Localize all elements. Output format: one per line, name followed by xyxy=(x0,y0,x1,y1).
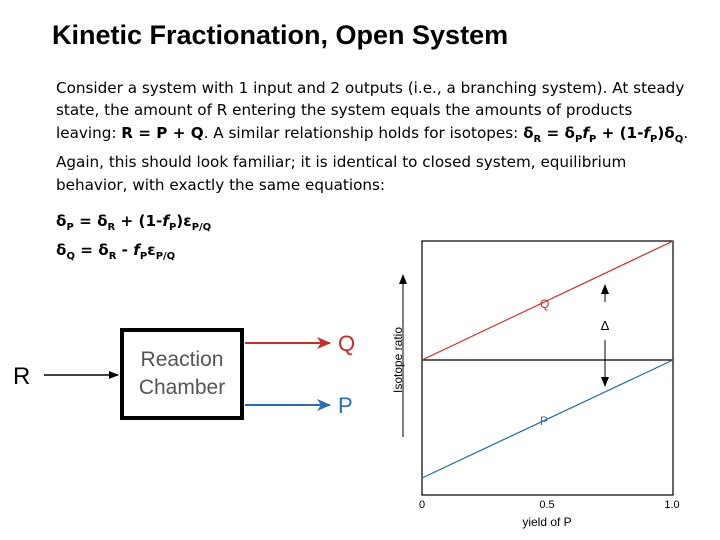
y-axis-label: Isotope ratio xyxy=(391,327,405,393)
intro-paragraph: Consider a system with 1 input and 2 out… xyxy=(56,77,696,196)
equation-delta-p: δP = δR + (1-fP)εP/Q xyxy=(56,212,212,234)
paragraph-text-2: . A similar relationship holds for isoto… xyxy=(203,123,524,142)
mass-balance-equation: R = P + Q xyxy=(121,123,204,142)
input-label-r: R xyxy=(13,363,30,390)
line-p-label: P xyxy=(540,414,548,428)
equation-delta-q: δQ = δR - fPεP/Q xyxy=(56,241,176,263)
line-q xyxy=(421,240,674,361)
reaction-chamber-diagram: R Reaction Chamber Q P xyxy=(13,328,355,420)
isotope-balance-equation: δR = δPfP + (1-fP)δQ xyxy=(523,123,684,145)
graph-frame xyxy=(421,240,674,496)
chamber-label-line1: Reaction xyxy=(141,348,224,371)
page-title: Kinetic Fractionation, Open System xyxy=(52,20,509,50)
output-label-p: P xyxy=(338,393,353,418)
reaction-chamber-box xyxy=(120,328,244,420)
delta-label: Δ xyxy=(601,318,610,333)
x-axis-label: yield of P xyxy=(522,515,571,529)
chamber-label-line2: Chamber xyxy=(139,376,225,399)
paragraph-text-3: . Again, this should look familiar; it i… xyxy=(56,123,689,194)
output-label-q: Q xyxy=(338,331,355,356)
line-p xyxy=(421,359,674,479)
paragraph-text-1: Consider a system with 1 input and 2 out… xyxy=(56,79,685,142)
x-tick-0-5: 0.5 xyxy=(539,499,554,511)
x-tick-1-0: 1.0 xyxy=(664,499,679,511)
x-tick-0: 0 xyxy=(419,499,425,511)
equations-block: δP = δR + (1-fP)εP/Q δQ = δR - fPεP/Q xyxy=(56,210,211,269)
yield-graph: Q P Δ Isotope ratio 0 0.5 1.0 yield of P xyxy=(391,240,680,529)
line-q-label: Q xyxy=(540,297,549,311)
